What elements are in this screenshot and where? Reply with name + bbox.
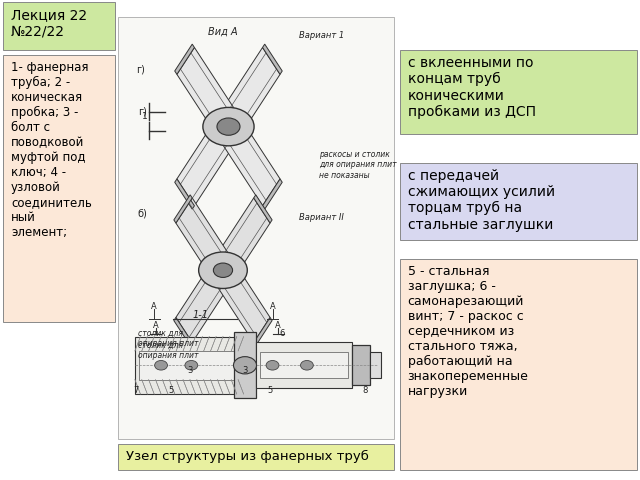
- Polygon shape: [175, 44, 195, 74]
- Polygon shape: [253, 195, 272, 223]
- Polygon shape: [174, 195, 192, 223]
- Bar: [256, 342, 352, 388]
- Text: 1- фанерная
труба; 2 -
коническая
пробка; 3 -
болт с
поводковой
муфтой под
ключ;: 1- фанерная труба; 2 - коническая пробка…: [11, 61, 92, 239]
- Polygon shape: [215, 258, 270, 343]
- Polygon shape: [177, 113, 237, 206]
- Circle shape: [203, 108, 254, 146]
- Text: г): г): [136, 65, 145, 74]
- Circle shape: [185, 360, 198, 370]
- Bar: [234, 332, 256, 398]
- Polygon shape: [177, 48, 237, 140]
- Text: 8: 8: [362, 386, 367, 395]
- FancyBboxPatch shape: [3, 55, 115, 322]
- Text: 1: 1: [141, 111, 147, 120]
- FancyBboxPatch shape: [3, 2, 115, 50]
- FancyBboxPatch shape: [400, 259, 637, 470]
- Text: 6: 6: [280, 329, 285, 338]
- Text: А: А: [153, 321, 159, 330]
- Text: 7: 7: [134, 386, 139, 395]
- Circle shape: [234, 357, 257, 374]
- Bar: [352, 345, 370, 385]
- Polygon shape: [220, 48, 280, 140]
- Circle shape: [266, 360, 279, 370]
- Text: Вид А: Вид А: [208, 26, 238, 36]
- Polygon shape: [176, 258, 231, 343]
- Polygon shape: [174, 317, 192, 346]
- Text: Вариант 1: Вариант 1: [299, 31, 344, 40]
- FancyBboxPatch shape: [400, 50, 637, 134]
- Text: столик для
опирания плит: столик для опирания плит: [138, 341, 198, 360]
- Text: Лекция 22
№22/22: Лекция 22 №22/22: [11, 8, 87, 38]
- Text: с вклеенными по
концам труб
коническими
пробками из ДСП: с вклеенными по концам труб коническими …: [408, 56, 536, 119]
- Text: Узел структуры из фанерных труб: Узел структуры из фанерных труб: [126, 450, 369, 463]
- Polygon shape: [176, 198, 231, 283]
- Polygon shape: [220, 113, 280, 206]
- Polygon shape: [262, 179, 282, 209]
- Text: 3: 3: [188, 366, 193, 375]
- Bar: [139, 351, 237, 380]
- Bar: [135, 336, 239, 394]
- Text: 5 - стальная
заглушка; 6 -
самонарезающий
винт; 7 - раскос с
сердечником из
стал: 5 - стальная заглушка; 6 - самонарезающи…: [408, 265, 529, 398]
- Text: 5: 5: [168, 386, 173, 395]
- FancyBboxPatch shape: [118, 17, 394, 439]
- Circle shape: [301, 360, 314, 370]
- Polygon shape: [175, 179, 195, 209]
- Polygon shape: [262, 44, 282, 74]
- Text: 5: 5: [267, 386, 273, 395]
- Text: раскосы и столик
для опирания плит
не показаны: раскосы и столик для опирания плит не по…: [319, 150, 397, 180]
- Text: г): г): [138, 107, 147, 117]
- Bar: [260, 352, 348, 378]
- Text: 1-1: 1-1: [193, 310, 209, 320]
- Text: А: А: [275, 321, 281, 330]
- Text: А: А: [151, 301, 157, 311]
- Polygon shape: [215, 198, 270, 283]
- Circle shape: [155, 360, 168, 370]
- Text: Вариант II: Вариант II: [299, 213, 344, 222]
- FancyBboxPatch shape: [400, 163, 637, 240]
- Circle shape: [217, 118, 240, 135]
- Bar: [370, 352, 381, 378]
- Text: столик для
опирания плит: столик для опирания плит: [138, 328, 198, 348]
- Circle shape: [213, 263, 232, 277]
- Text: 3: 3: [243, 366, 248, 375]
- Text: А: А: [269, 301, 275, 311]
- Polygon shape: [253, 317, 272, 346]
- FancyBboxPatch shape: [118, 444, 394, 470]
- Circle shape: [198, 252, 247, 288]
- Text: б): б): [138, 208, 148, 218]
- Text: с передачей
сжимающих усилий
торцам труб на
стальные заглушки: с передачей сжимающих усилий торцам труб…: [408, 169, 555, 232]
